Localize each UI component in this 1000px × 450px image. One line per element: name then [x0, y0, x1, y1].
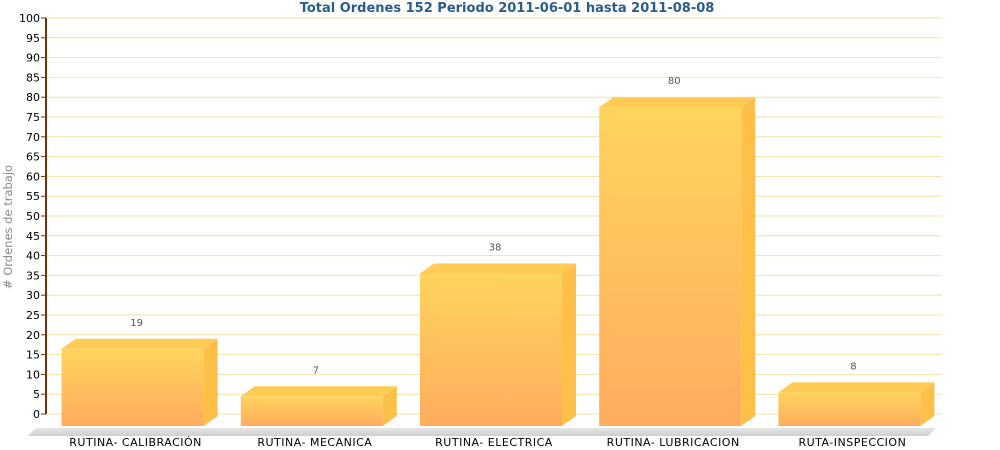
bar — [420, 263, 576, 426]
bar-top — [61, 338, 218, 349]
y-tick-label: 15 — [26, 349, 40, 362]
y-tick-label: 5 — [33, 388, 40, 401]
data-label: 19 — [130, 318, 143, 329]
bars — [61, 97, 935, 426]
y-tick-label: 40 — [26, 250, 40, 263]
bar — [599, 97, 756, 426]
bar-front — [599, 107, 742, 426]
y-tick-label: 100 — [19, 12, 40, 25]
bar-front — [420, 273, 562, 426]
y-tick-label: 65 — [26, 151, 40, 164]
y-tick-label: 70 — [26, 131, 40, 144]
x-tick-label: RUTA-INSPECCION — [798, 436, 906, 449]
y-tick-label: 75 — [26, 111, 40, 124]
labels: 0 5 10 15 20 25 30 35 40 45 50 55 60 65 70 75 80 85 90 95 10… — [19, 12, 906, 449]
bar-front — [240, 396, 383, 426]
y-tick-label: 80 — [26, 91, 40, 104]
y-tick-label: 95 — [26, 32, 40, 45]
floor-shadow — [28, 428, 936, 436]
bar-top — [420, 263, 576, 274]
chart-floor — [28, 428, 936, 436]
y-tick-label: 35 — [26, 269, 40, 282]
bar-top — [599, 97, 756, 108]
data-label: 38 — [489, 243, 502, 254]
x-tick-label: RUTINA- CALIBRACIÓN — [69, 436, 202, 449]
y-tick-label: 20 — [26, 329, 40, 342]
bar-top — [778, 382, 935, 393]
bar-side — [203, 338, 218, 426]
x-tick-label: RUTINA- LUBRICACION — [607, 436, 740, 449]
bar — [61, 338, 218, 426]
y-axis — [41, 17, 47, 415]
y-tick-label: 90 — [26, 52, 40, 65]
y-tick-label: 45 — [26, 230, 40, 243]
bar — [240, 386, 397, 426]
y-tick-label: 50 — [26, 210, 40, 223]
y-tick-label: 25 — [26, 309, 40, 322]
y-tick-label: 85 — [26, 71, 40, 84]
y-tick-label: 10 — [26, 368, 40, 381]
x-tick-label: RUTINA- MECANICA — [257, 436, 372, 449]
y-tick-label: 0 — [33, 408, 40, 421]
bar-front — [61, 348, 204, 426]
y-tick-label: 60 — [26, 170, 40, 183]
bar — [778, 382, 935, 426]
y-tick-label: 30 — [26, 289, 40, 302]
bar-top — [240, 386, 397, 397]
bar-side — [562, 263, 576, 426]
bar-front — [778, 392, 921, 426]
data-label: 7 — [313, 365, 319, 376]
bar-side — [382, 386, 397, 426]
chart-title: Total Ordenes 152 Periodo 2011-06-01 has… — [299, 1, 715, 16]
bar-side — [920, 382, 935, 426]
y-tick-label: 55 — [26, 190, 40, 203]
bar-side — [741, 97, 756, 426]
data-label: 80 — [668, 76, 681, 87]
x-tick-label: RUTINA- ELECTRICA — [435, 436, 553, 449]
data-label: 8 — [850, 361, 856, 372]
y-axis-title: # Ordenes de trabajo — [1, 165, 15, 289]
